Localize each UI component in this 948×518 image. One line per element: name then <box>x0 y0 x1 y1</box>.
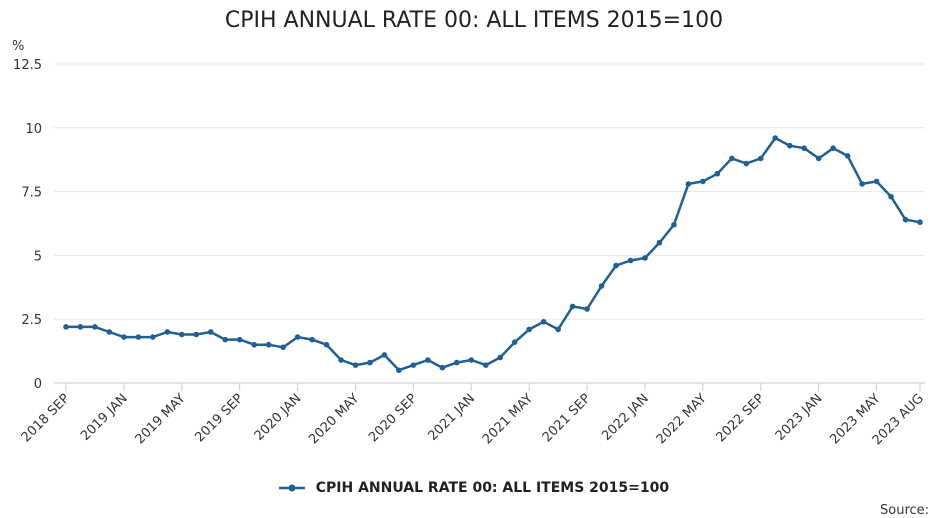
data-point[interactable] <box>265 341 272 348</box>
x-tick-label: 2022 MAY <box>654 391 710 447</box>
x-tick-label: 2022 SEP <box>713 391 767 445</box>
x-tick-label: 2020 SEP <box>366 391 420 445</box>
data-point[interactable] <box>323 341 330 348</box>
data-point[interactable] <box>425 357 431 363</box>
data-point[interactable] <box>786 142 793 149</box>
y-tick-label: 10 <box>25 122 42 137</box>
data-point[interactable] <box>338 357 344 363</box>
data-point[interactable] <box>743 160 750 167</box>
y-axis-ticks: 0 2.5 5 7.5 10 12.5 <box>13 58 42 392</box>
data-point[interactable] <box>150 334 156 340</box>
data-point[interactable] <box>917 219 923 226</box>
data-point[interactable] <box>801 145 808 152</box>
data-point[interactable] <box>685 181 692 187</box>
x-tick-label: 2022 JAN <box>599 391 652 444</box>
data-point[interactable] <box>700 178 706 185</box>
x-tick-label: 2021 JAN <box>425 391 478 444</box>
data-point[interactable] <box>236 336 243 343</box>
data-point[interactable] <box>439 364 446 371</box>
data-point[interactable] <box>642 255 648 261</box>
x-tick-label: 2023 JAN <box>773 391 826 444</box>
data-point[interactable] <box>468 357 475 363</box>
series-group <box>63 135 923 374</box>
x-tick-label: 2019 SEP <box>192 391 246 445</box>
data-point[interactable] <box>859 181 865 187</box>
data-point[interactable] <box>757 155 764 162</box>
data-point[interactable] <box>280 344 286 351</box>
data-point[interactable] <box>207 329 214 335</box>
data-point[interactable] <box>511 339 518 345</box>
x-tick-label: 2021 SEP <box>540 391 594 445</box>
data-point[interactable] <box>309 336 315 343</box>
data-point[interactable] <box>627 257 634 264</box>
x-tick-label: 2018 SEP <box>19 391 73 445</box>
x-tick-label: 2020 MAY <box>306 391 362 447</box>
data-point[interactable] <box>77 324 84 330</box>
data-point[interactable] <box>540 318 547 325</box>
data-point[interactable] <box>381 352 388 358</box>
data-point[interactable] <box>714 170 721 177</box>
y-axis-label: % <box>12 39 24 54</box>
data-point[interactable] <box>482 362 489 368</box>
data-point[interactable] <box>497 354 504 361</box>
data-point[interactable] <box>135 334 142 340</box>
x-tick-label: 2020 JAN <box>252 391 305 444</box>
data-point[interactable] <box>729 155 735 162</box>
chart-title: CPIH ANNUAL RATE 00: ALL ITEMS 2015=100 <box>224 8 724 33</box>
data-point[interactable] <box>251 341 257 348</box>
data-point[interactable] <box>598 283 605 289</box>
data-point[interactable] <box>121 334 127 340</box>
data-point[interactable] <box>902 216 909 223</box>
data-point[interactable] <box>555 326 561 333</box>
data-point[interactable] <box>352 362 359 368</box>
data-point[interactable] <box>584 306 590 312</box>
data-point[interactable] <box>178 331 185 338</box>
data-point[interactable] <box>294 334 301 340</box>
data-point[interactable] <box>222 336 229 343</box>
data-point[interactable] <box>815 155 822 162</box>
y-tick-label: 2.5 <box>21 313 42 328</box>
x-tick-label: 2019 MAY <box>133 391 189 447</box>
data-point[interactable] <box>164 329 171 335</box>
data-point[interactable] <box>656 239 663 246</box>
data-point[interactable] <box>106 329 113 335</box>
x-axis-ticks: 2018 SEP 2019 JAN 2019 MAY 2019 SEP 2020 JAN… <box>19 383 927 448</box>
data-point[interactable] <box>92 324 98 330</box>
y-tick-label: 5 <box>34 249 42 264</box>
data-point[interactable] <box>63 324 69 330</box>
y-tick-label: 0 <box>34 377 42 392</box>
y-tick-label: 7.5 <box>21 186 42 201</box>
legend-label: CPIH ANNUAL RATE 00: ALL ITEMS 2015=100 <box>315 480 670 496</box>
data-point[interactable] <box>396 367 402 374</box>
source-label: Source: <box>880 503 930 518</box>
data-point[interactable] <box>410 362 417 368</box>
data-point[interactable] <box>844 153 851 159</box>
data-point[interactable] <box>830 145 836 152</box>
data-point[interactable] <box>671 221 677 228</box>
legend: CPIH ANNUAL RATE 00: ALL ITEMS 2015=100 <box>0 480 948 496</box>
data-point[interactable] <box>526 326 532 333</box>
gridlines <box>54 63 925 384</box>
data-point[interactable] <box>873 178 880 185</box>
data-point[interactable] <box>569 303 576 310</box>
data-point[interactable] <box>367 359 373 366</box>
x-tick-label: 2019 JAN <box>78 391 131 444</box>
x-tick-label: 2021 MAY <box>480 391 536 447</box>
y-tick-label: 12.5 <box>13 58 42 73</box>
data-point[interactable] <box>888 193 894 200</box>
data-point[interactable] <box>613 262 619 269</box>
data-point[interactable] <box>454 359 460 366</box>
data-point[interactable] <box>772 135 779 141</box>
legend-swatch <box>278 484 305 492</box>
data-point[interactable] <box>193 331 200 338</box>
